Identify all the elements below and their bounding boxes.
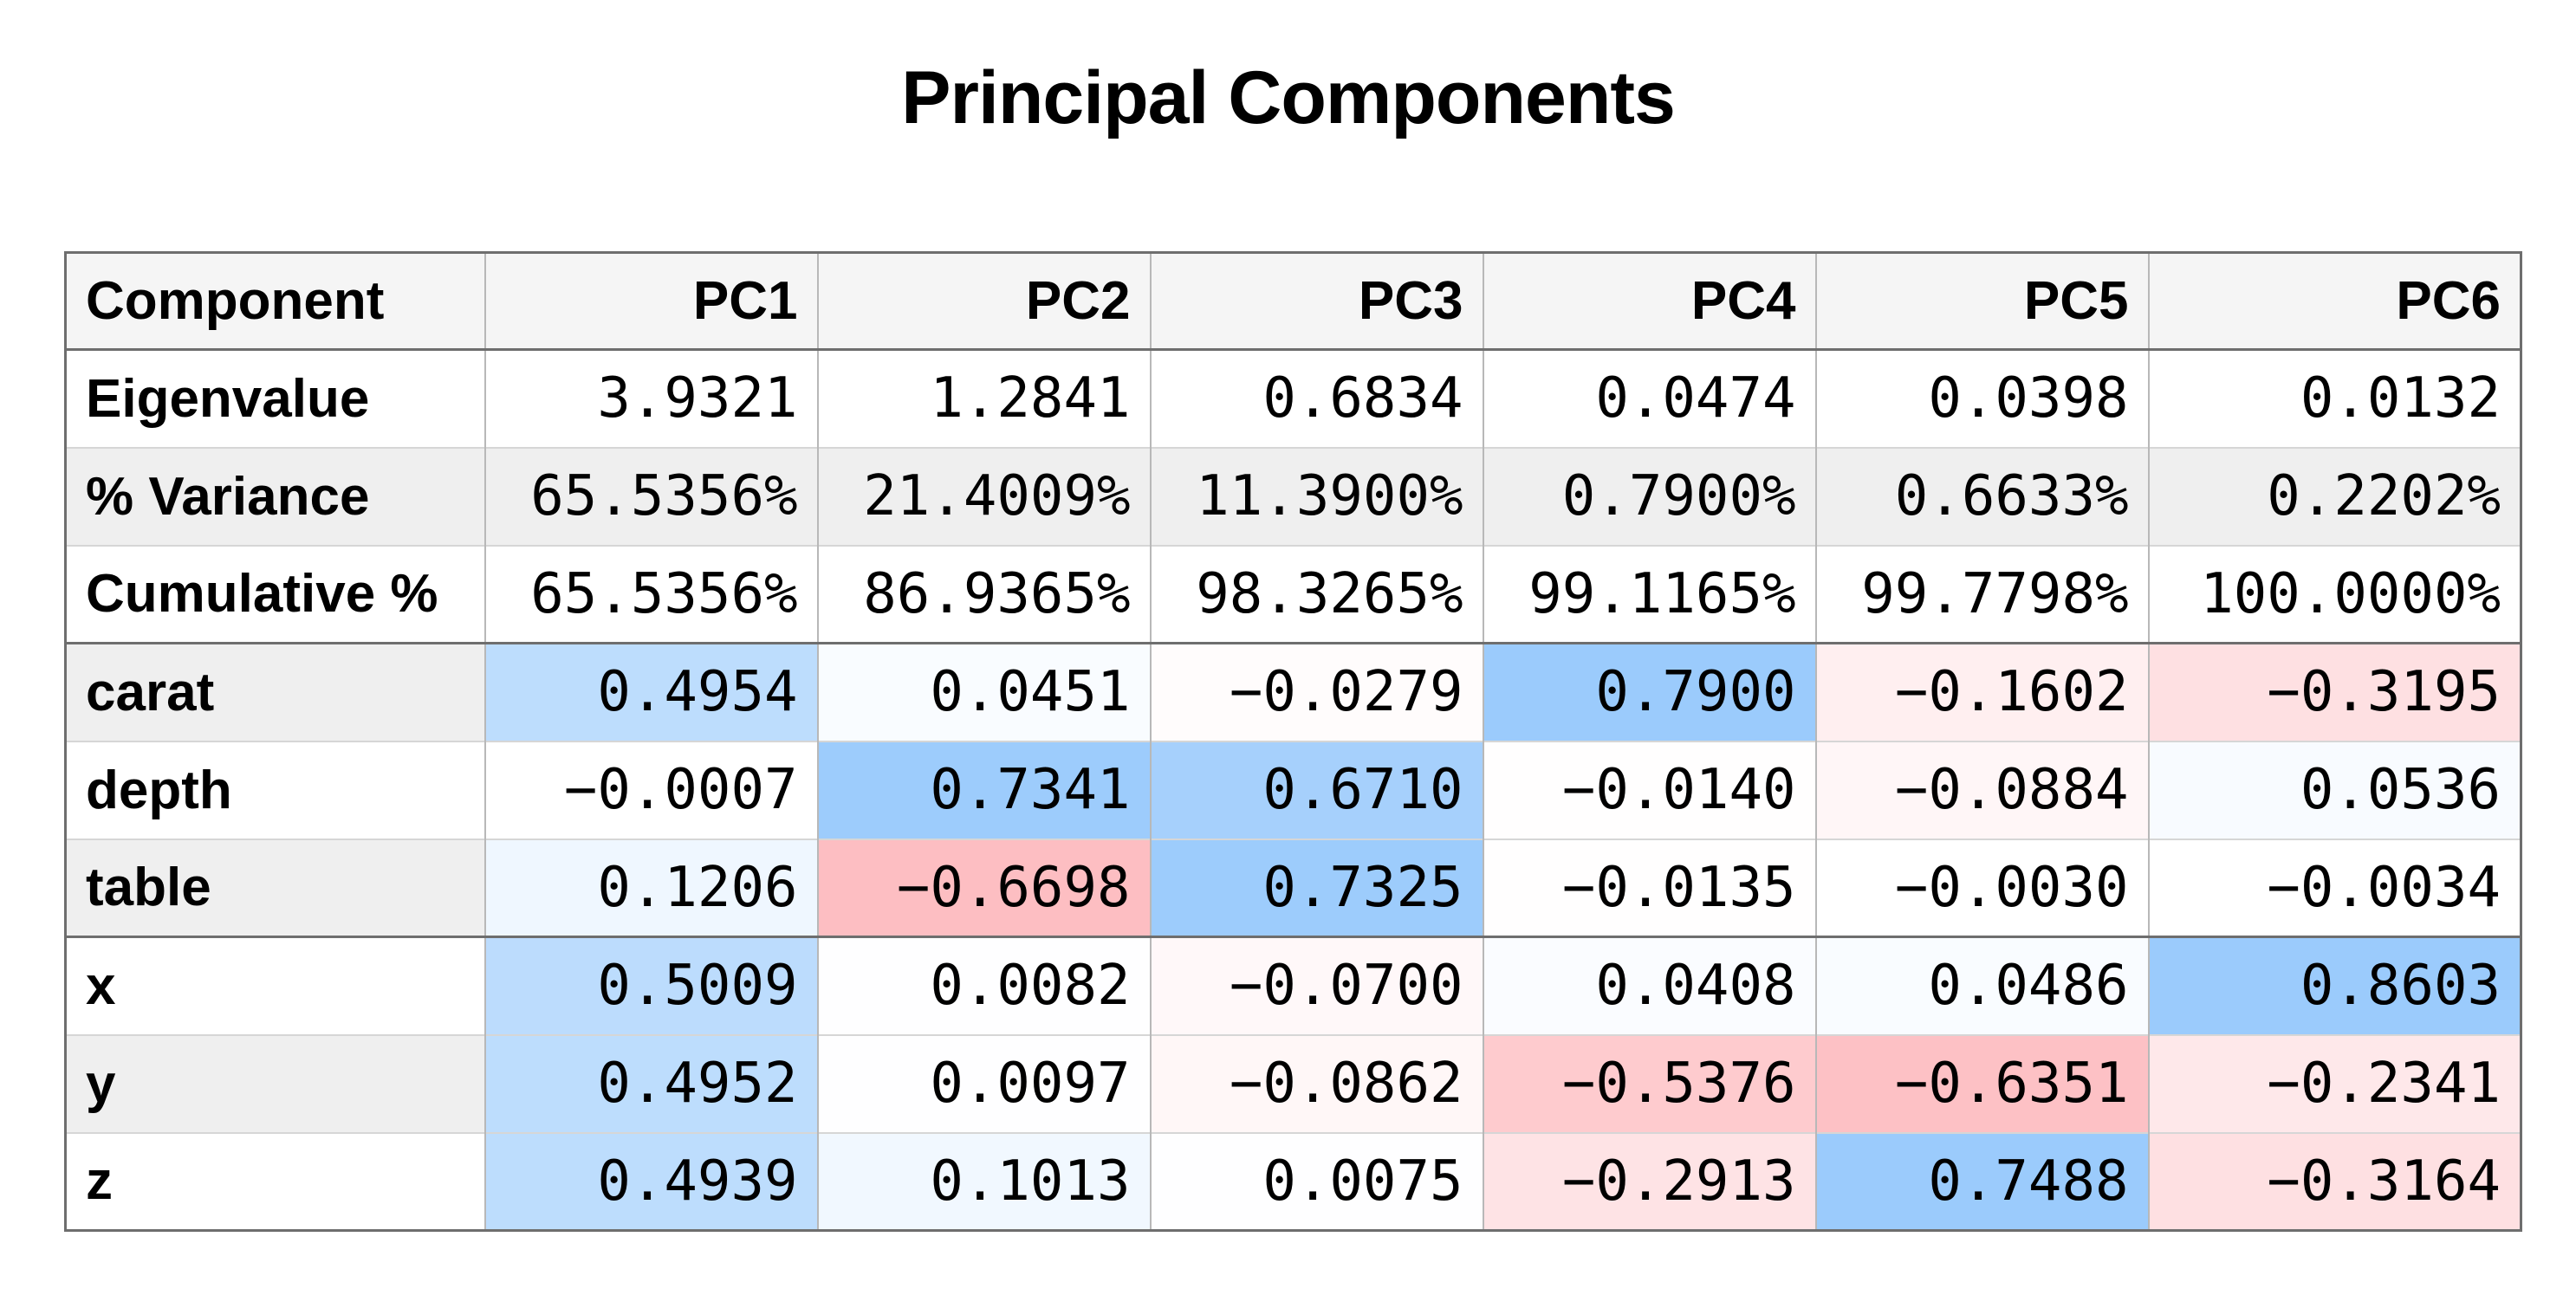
row-label-y: y xyxy=(64,1033,486,1133)
chart-title: Principal Components xyxy=(901,56,1676,139)
loading-z-pc5: 0.7488 xyxy=(1814,1131,2150,1231)
loading-carat-pc1: 0.4954 xyxy=(483,642,819,741)
loading-table-pc2: −0.6698 xyxy=(816,838,1152,937)
loading-row-carat: carat 0.4954 0.0451 −0.0279 0.7900 −0.16… xyxy=(64,642,2522,741)
header-pc2: PC2 xyxy=(816,251,1152,351)
loading-z-pc6: −0.3164 xyxy=(2147,1131,2522,1231)
cumulative-pc3: 98.3265% xyxy=(1149,544,1484,644)
loading-x-pc3: −0.0700 xyxy=(1149,936,1484,1035)
loading-y-pc2: 0.0097 xyxy=(816,1033,1152,1133)
loading-table-pc4: −0.0135 xyxy=(1482,838,1817,937)
header-component: Component xyxy=(64,251,486,351)
variance-pc1: 65.5356% xyxy=(483,446,819,546)
loading-carat-pc2: 0.0451 xyxy=(816,642,1152,741)
loading-row-x: x 0.5009 0.0082 −0.0700 0.0408 0.0486 0.… xyxy=(64,936,2522,1035)
header-pc4: PC4 xyxy=(1482,251,1817,351)
loading-y-pc4: −0.5376 xyxy=(1482,1033,1817,1133)
variance-pc6: 0.2202% xyxy=(2147,446,2522,546)
cumulative-pc1: 65.5356% xyxy=(483,544,819,644)
variance-pc3: 11.3900% xyxy=(1149,446,1484,546)
loading-depth-pc3: 0.6710 xyxy=(1149,740,1484,839)
eigenvalue-pc1: 3.9321 xyxy=(483,348,819,448)
loading-depth-pc5: −0.0884 xyxy=(1814,740,2150,839)
loading-depth-pc1: −0.0007 xyxy=(483,740,819,839)
loading-table-pc3: 0.7325 xyxy=(1149,838,1484,937)
loading-row-table: table 0.1206 −0.6698 0.7325 −0.0135 −0.0… xyxy=(64,838,2522,937)
variance-row: % Variance 65.5356% 21.4009% 11.3900% 0.… xyxy=(64,446,2522,546)
loading-x-pc5: 0.0486 xyxy=(1814,936,2150,1035)
header-pc6: PC6 xyxy=(2147,251,2522,351)
row-label-cumulative: Cumulative % xyxy=(64,544,486,644)
loading-x-pc6: 0.8603 xyxy=(2147,936,2522,1035)
eigenvalue-pc2: 1.2841 xyxy=(816,348,1152,448)
loading-depth-pc6: 0.0536 xyxy=(2147,740,2522,839)
loading-carat-pc3: −0.0279 xyxy=(1149,642,1484,741)
row-label-variance: % Variance xyxy=(64,446,486,546)
loading-z-pc3: 0.0075 xyxy=(1149,1131,1484,1231)
loading-y-pc3: −0.0862 xyxy=(1149,1033,1484,1133)
variance-pc4: 0.7900% xyxy=(1482,446,1817,546)
loading-row-z: z 0.4939 0.1013 0.0075 −0.2913 0.7488 −0… xyxy=(64,1131,2522,1231)
loading-carat-pc5: −0.1602 xyxy=(1814,642,2150,741)
row-label-z: z xyxy=(64,1131,486,1231)
loading-table-pc5: −0.0030 xyxy=(1814,838,2150,937)
header-row: Component PC1 PC2 PC3 PC4 PC5 PC6 xyxy=(64,251,2522,351)
principal-components-table: Component PC1 PC2 PC3 PC4 PC5 PC6 Eigenv… xyxy=(64,251,2522,1232)
header-pc5: PC5 xyxy=(1814,251,2150,351)
cumulative-row: Cumulative % 65.5356% 86.9365% 98.3265% … xyxy=(64,544,2522,644)
loading-y-pc6: −0.2341 xyxy=(2147,1033,2522,1133)
row-label-carat: carat xyxy=(64,642,486,741)
eigenvalue-pc3: 0.6834 xyxy=(1149,348,1484,448)
loading-table-pc6: −0.0034 xyxy=(2147,838,2522,937)
cumulative-pc2: 86.9365% xyxy=(816,544,1152,644)
variance-pc5: 0.6633% xyxy=(1814,446,2150,546)
loading-depth-pc2: 0.7341 xyxy=(816,740,1152,839)
header-pc1: PC1 xyxy=(483,251,819,351)
cumulative-pc6: 100.0000% xyxy=(2147,544,2522,644)
eigenvalue-pc4: 0.0474 xyxy=(1482,348,1817,448)
row-label-table: table xyxy=(64,838,486,937)
variance-pc2: 21.4009% xyxy=(816,446,1152,546)
cumulative-pc5: 99.7798% xyxy=(1814,544,2150,644)
row-label-eigenvalue: Eigenvalue xyxy=(64,348,486,448)
loading-z-pc2: 0.1013 xyxy=(816,1131,1152,1231)
eigenvalue-row: Eigenvalue 3.9321 1.2841 0.6834 0.0474 0… xyxy=(64,348,2522,448)
loading-carat-pc6: −0.3195 xyxy=(2147,642,2522,741)
loading-table-pc1: 0.1206 xyxy=(483,838,819,937)
eigenvalue-pc6: 0.0132 xyxy=(2147,348,2522,448)
header-pc3: PC3 xyxy=(1149,251,1484,351)
loading-x-pc2: 0.0082 xyxy=(816,936,1152,1035)
row-label-depth: depth xyxy=(64,740,486,839)
loading-y-pc5: −0.6351 xyxy=(1814,1033,2150,1133)
loading-x-pc4: 0.0408 xyxy=(1482,936,1817,1035)
loading-z-pc1: 0.4939 xyxy=(483,1131,819,1231)
row-label-x: x xyxy=(64,936,486,1035)
eigenvalue-pc5: 0.0398 xyxy=(1814,348,2150,448)
loading-z-pc4: −0.2913 xyxy=(1482,1131,1817,1231)
loading-row-depth: depth −0.0007 0.7341 0.6710 −0.0140 −0.0… xyxy=(64,740,2522,839)
loading-x-pc1: 0.5009 xyxy=(483,936,819,1035)
loading-row-y: y 0.4952 0.0097 −0.0862 −0.5376 −0.6351 … xyxy=(64,1033,2522,1133)
loading-depth-pc4: −0.0140 xyxy=(1482,740,1817,839)
cumulative-pc4: 99.1165% xyxy=(1482,544,1817,644)
loading-y-pc1: 0.4952 xyxy=(483,1033,819,1133)
loading-carat-pc4: 0.7900 xyxy=(1482,642,1817,741)
